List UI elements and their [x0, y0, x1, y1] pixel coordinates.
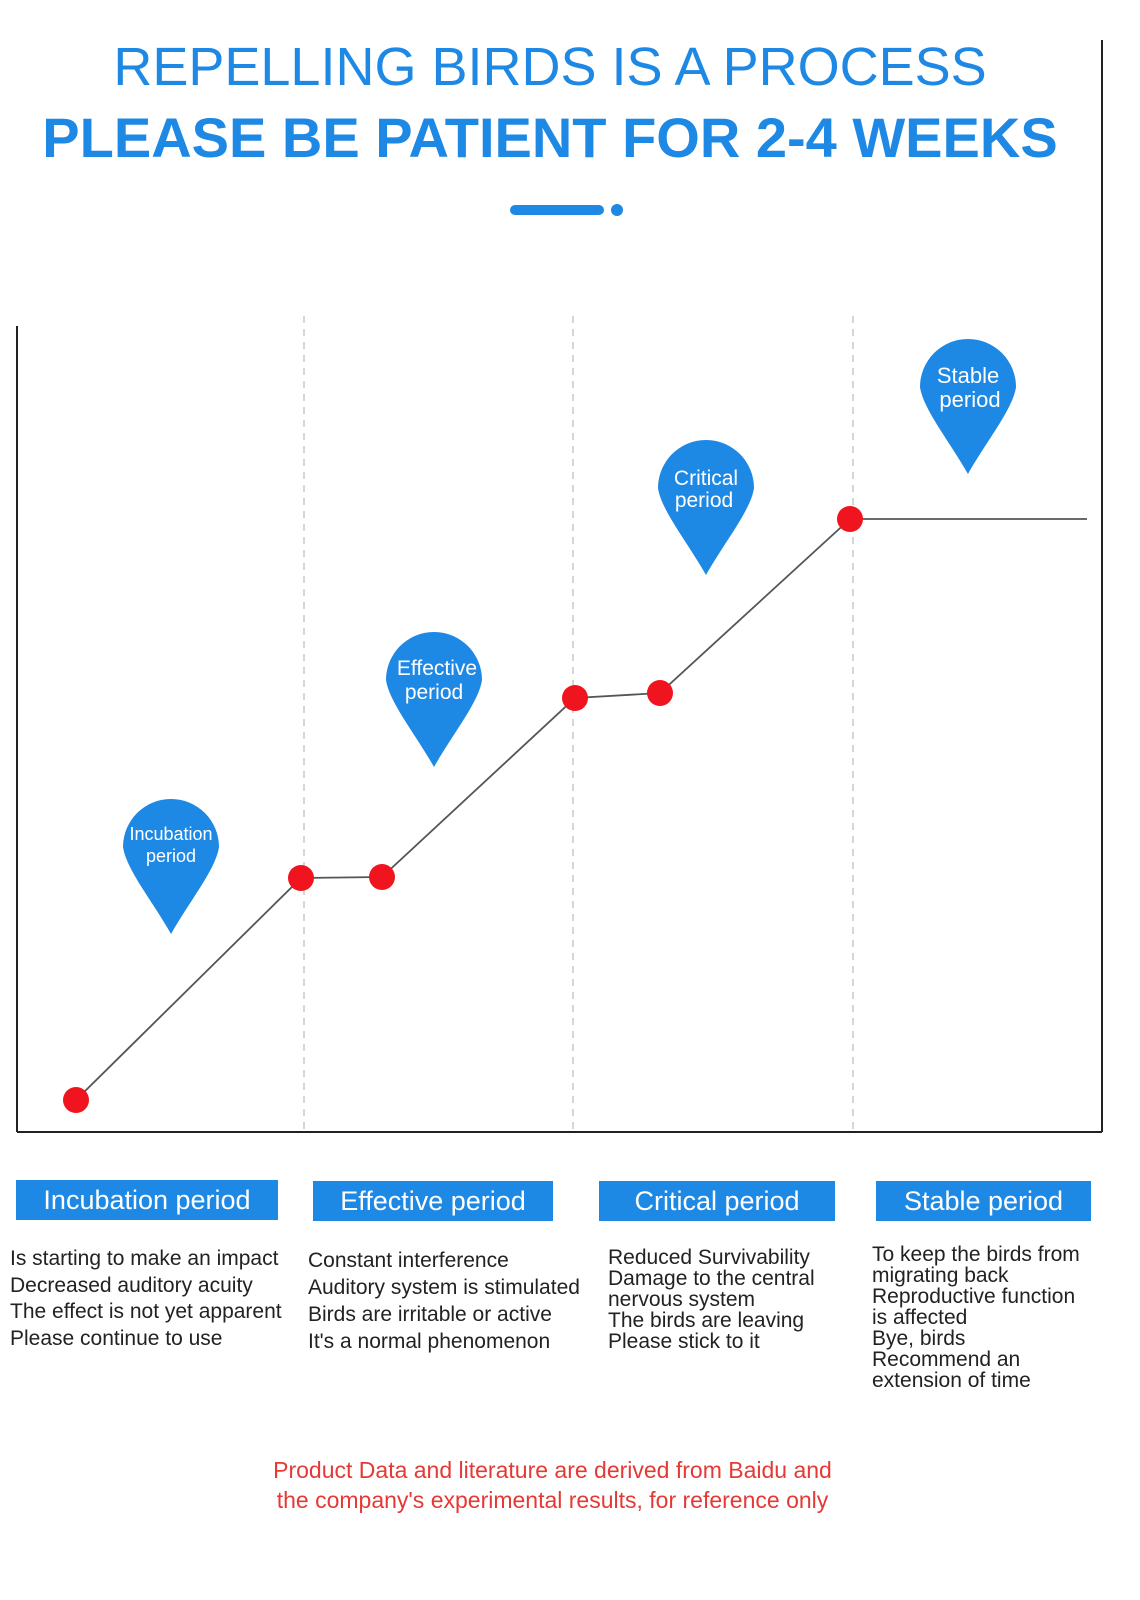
- phase-label-effective: Effective period: [313, 1181, 553, 1221]
- description-line: Damage to the central: [608, 1267, 815, 1290]
- marker-label: Incubation: [129, 824, 212, 844]
- marker-label: period: [146, 846, 196, 866]
- description-line: Please stick to it: [608, 1330, 760, 1353]
- description-line: The birds are leaving: [608, 1309, 805, 1332]
- progress-point: [63, 1087, 89, 1113]
- progress-point: [288, 865, 314, 891]
- phase-label-critical: Critical period: [599, 1181, 835, 1221]
- marker-label: period: [405, 681, 463, 704]
- marker-pin-incubation: Incubation period: [123, 799, 219, 934]
- description-line: Is starting to make an impact: [10, 1247, 279, 1270]
- marker-label: Stable: [937, 363, 999, 388]
- description-line: It's a normal phenomenon: [308, 1330, 551, 1353]
- description-line: Decreased auditory acuity: [10, 1273, 253, 1297]
- page-title: REPELLING BIRDS IS A PROCESS: [113, 37, 987, 97]
- progress-point: [369, 864, 395, 890]
- description-line: Please continue to use: [10, 1326, 223, 1350]
- phase-description-effective: Constant interference Auditory system is…: [308, 1247, 580, 1355]
- progress-line: [75, 518, 1087, 1101]
- page-subtitle: PLEASE BE PATIENT FOR 2-4 WEEKS: [42, 106, 1058, 169]
- phase-description-critical: Reduced Survivability Damage to the cent…: [608, 1247, 815, 1352]
- marker-pin-effective: Effective period: [386, 632, 482, 767]
- phase-label-incubation: Incubation period: [16, 1180, 278, 1220]
- description-line: extension of time: [872, 1369, 1031, 1392]
- description-line: Bye, birds: [872, 1327, 966, 1350]
- phase-description-incubation: Is starting to make an impact Decreased …: [10, 1246, 282, 1352]
- marker-label: period: [675, 489, 733, 512]
- progress-diagram: Incubation period Effective period Criti…: [16, 40, 1103, 1133]
- progress-point: [647, 680, 673, 706]
- marker-label: Effective: [397, 657, 477, 680]
- marker-pin-stable: Stable period: [920, 339, 1016, 474]
- marker-label: period: [939, 387, 1000, 412]
- footnote-line: Product Data and literature are derived …: [273, 1457, 832, 1483]
- description-line: Recommend an: [872, 1348, 1021, 1371]
- description-line: migrating back: [872, 1264, 1009, 1287]
- description-line: Reproductive function: [872, 1285, 1076, 1308]
- marker-label: Critical: [674, 467, 738, 490]
- footnote-line: the company's experimental results, for …: [276, 1487, 829, 1513]
- description-line: To keep the birds from: [872, 1243, 1080, 1266]
- description-line: nervous system: [608, 1288, 756, 1311]
- marker-pin-critical: Critical period: [658, 440, 754, 575]
- description-line: The effect is not yet apparent: [10, 1300, 282, 1323]
- description-line: is affected: [872, 1306, 968, 1329]
- progress-point: [837, 506, 863, 532]
- description-line: Auditory system is stimulated: [308, 1276, 580, 1299]
- phase-label-stable: Stable period: [876, 1181, 1091, 1221]
- description-line: Constant interference: [308, 1249, 509, 1272]
- progress-point: [562, 685, 588, 711]
- footnote: Product Data and literature are derived …: [0, 1455, 1105, 1515]
- description-line: Birds are irritable or active: [308, 1303, 552, 1326]
- description-line: Reduced Survivability: [608, 1246, 810, 1269]
- title-divider: [510, 205, 604, 215]
- title-divider-dot: [611, 204, 623, 216]
- phase-description-stable: To keep the birds from migrating back Re…: [872, 1244, 1080, 1391]
